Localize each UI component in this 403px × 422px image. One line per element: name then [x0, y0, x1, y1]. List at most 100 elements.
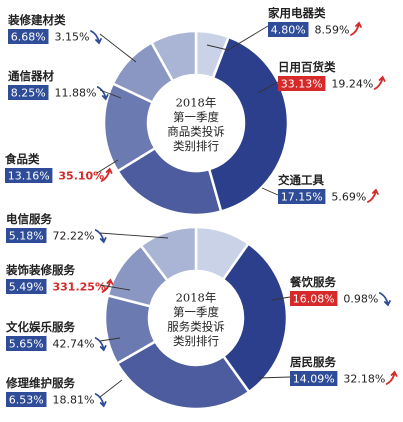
- change-value: 331.25%: [53, 281, 106, 294]
- chart-title-line: 类别排行: [173, 334, 219, 348]
- category-name: 修理维护服务: [5, 376, 75, 390]
- share-badge: [5, 168, 53, 183]
- leader-line: [206, 25, 269, 51]
- share-badge: [8, 85, 49, 100]
- share-value: 16.08%: [293, 293, 335, 306]
- slice-label-家用电器类: 家用电器类 4.80% 8.59%: [206, 6, 362, 51]
- trend-down-icon: [379, 292, 391, 307]
- share-value: 4.80%: [271, 24, 306, 37]
- trend-up-icon: [367, 188, 379, 203]
- share-badge: [6, 392, 47, 407]
- slice-label-电信服务: 电信服务 5.18% 72.22%: [6, 212, 169, 244]
- change-value: 42.74%: [53, 338, 95, 351]
- change-value: 5.69%: [331, 191, 366, 204]
- slice-label-文化娱乐服务: 文化娱乐服务 5.65% 42.74%: [6, 320, 121, 352]
- trend-up-icon: [373, 75, 386, 90]
- share-value: 33.13%: [281, 78, 323, 91]
- slice-label-通信器材: 通信器材 8.25% 11.88%: [8, 69, 122, 101]
- share-value: 14.09%: [293, 373, 335, 386]
- share-badge: [6, 336, 47, 351]
- slice-居民服务: [115, 339, 251, 411]
- trend-down-icon: [96, 86, 109, 101]
- trend-up-icon: [101, 278, 114, 293]
- share-value: 6.68%: [11, 31, 46, 44]
- change-value: 35.10%: [58, 170, 104, 183]
- share-badge: [278, 76, 326, 91]
- category-name: 居民服务: [290, 355, 336, 369]
- chart-title-line: 类别排行: [173, 139, 219, 153]
- trend-down-icon: [94, 337, 107, 352]
- category-name: 家用电器类: [268, 6, 326, 20]
- leader-line: [99, 89, 122, 99]
- trend-down-icon: [94, 393, 107, 408]
- leader-line: [257, 376, 291, 379]
- slice-label-装饰装修服务: 装饰装修服务 5.49% 331.25%: [5, 263, 131, 294]
- chart-title-line: 第一季度: [173, 110, 219, 124]
- category-name: 装饰装修服务: [5, 263, 75, 277]
- share-value: 5.18%: [9, 230, 44, 243]
- leader-line: [99, 337, 121, 342]
- leader-line: [99, 284, 131, 291]
- chart-title-line: 服务类投诉: [167, 319, 225, 333]
- trend-up-icon: [100, 167, 113, 182]
- change-value: 3.15%: [55, 31, 90, 44]
- share-value: 8.25%: [11, 87, 46, 100]
- share-badge: [6, 228, 47, 243]
- category-name: 交通工具: [278, 173, 324, 187]
- change-value: 32.18%: [343, 373, 385, 386]
- slice-label-交通工具: 交通工具 17.15% 5.69%: [261, 173, 379, 204]
- share-value: 5.49%: [9, 281, 44, 294]
- slice-日用百货类: [207, 35, 290, 214]
- share-badge: [8, 29, 49, 44]
- slice-label-日用百货类: 日用百货类 33.13% 19.24%: [257, 60, 386, 94]
- leader-line: [99, 232, 169, 239]
- chart-title-line: 商品类投诉: [167, 124, 225, 138]
- slice-label-食品类: 食品类 13.16% 35.10%: [5, 152, 119, 183]
- share-value: 17.15%: [281, 191, 323, 204]
- trend-down-icon: [94, 229, 107, 244]
- change-value: 18.81%: [53, 394, 95, 407]
- leader-line: [261, 187, 279, 196]
- leader-line: [271, 296, 291, 301]
- slice-label-餐饮服务: 餐饮服务 16.08% 0.98%: [271, 275, 391, 307]
- trend-down-icon: [90, 30, 102, 45]
- category-name: 食品类: [5, 152, 40, 166]
- chart-title-line: 2018年: [176, 95, 217, 109]
- share-badge: [6, 279, 47, 294]
- change-value: 11.88%: [55, 87, 97, 100]
- slice-装饰装修服务: [139, 225, 198, 283]
- leader-line: [99, 379, 123, 398]
- chart-title-line: 第一季度: [173, 305, 219, 319]
- share-badge: [268, 22, 309, 37]
- share-badge: [278, 189, 326, 204]
- category-name: 通信器材: [8, 69, 54, 83]
- leader-line: [99, 33, 137, 63]
- share-value: 13.16%: [8, 170, 50, 183]
- slice-label-装修建材类: 装修建材类 6.68% 3.15%: [7, 13, 137, 63]
- donut-center: [150, 272, 242, 364]
- slice-餐饮服务: [221, 241, 289, 394]
- slice-label-修理维护服务: 修理维护服务 6.53% 18.81%: [5, 376, 123, 408]
- category-name: 餐饮服务: [289, 275, 336, 289]
- category-name: 文化娱乐服务: [6, 320, 75, 334]
- donut-center: [149, 76, 243, 170]
- change-value: 0.98%: [343, 293, 378, 306]
- change-value: 72.22%: [53, 230, 95, 243]
- share-badge: [290, 291, 338, 306]
- category-name: 装修建材类: [7, 13, 66, 27]
- slice-装修建材类: [149, 29, 198, 83]
- leader-line: [257, 81, 279, 94]
- change-value: 8.59%: [315, 24, 350, 37]
- trend-up-icon: [350, 21, 362, 36]
- leader-line: [96, 159, 119, 174]
- category-name: 电信服务: [6, 212, 52, 226]
- share-badge: [290, 371, 338, 386]
- category-name: 日用百货类: [278, 60, 336, 74]
- chart-title-line: 2018年: [176, 290, 217, 304]
- slice-label-居民服务: 居民服务 14.09% 32.18%: [257, 355, 398, 386]
- share-value: 5.65%: [9, 338, 44, 351]
